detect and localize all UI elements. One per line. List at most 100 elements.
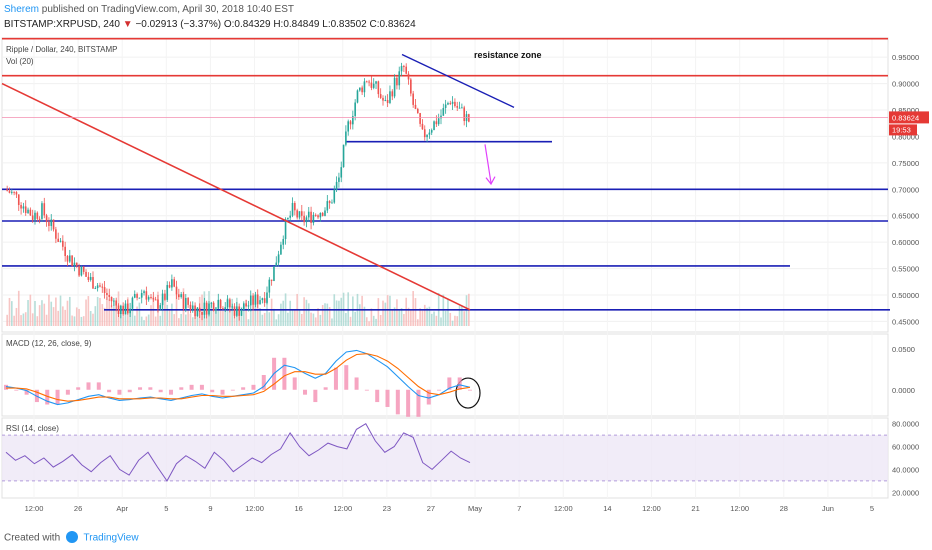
volume-bar xyxy=(171,303,173,326)
volume-bar xyxy=(108,299,111,326)
volume-bar xyxy=(10,301,13,326)
volume-bar xyxy=(465,295,468,326)
candle-body xyxy=(421,123,424,130)
rsi-band xyxy=(2,435,888,481)
signal-line xyxy=(6,353,471,402)
candle-body xyxy=(247,305,250,307)
candle-body xyxy=(358,87,361,91)
time-tick-label: 14 xyxy=(603,504,611,513)
time-tick-label: 21 xyxy=(691,504,699,513)
candle-body xyxy=(430,130,433,133)
last-price-text: 0.83624 xyxy=(892,113,919,122)
volume-bar xyxy=(64,309,66,326)
candle-body xyxy=(254,294,257,305)
candle-body xyxy=(78,266,80,276)
volume-bar xyxy=(256,301,259,326)
chart-header: Sherem published on TradingView.com, Apr… xyxy=(0,0,932,36)
price-tick-label: 0.65000 xyxy=(892,212,919,221)
candle-body xyxy=(50,219,53,226)
price-tick-label: 0.55000 xyxy=(892,265,919,274)
candle-body xyxy=(226,299,229,308)
volume-bar xyxy=(393,307,396,326)
macd-histogram-bar xyxy=(251,384,256,390)
volume-bar xyxy=(191,317,194,326)
candle-body xyxy=(145,291,148,300)
candle-body xyxy=(463,107,466,122)
created-with: Created with TradingView xyxy=(4,531,139,544)
macd-label: MACD (12, 26, close, 9) xyxy=(6,339,92,348)
candle-body xyxy=(89,277,92,280)
macd-histogram-bar xyxy=(323,387,328,390)
volume-bar xyxy=(150,305,152,326)
candle-body xyxy=(423,129,426,138)
volume-bar xyxy=(277,314,280,326)
volume-bar xyxy=(310,312,312,326)
candle-body xyxy=(377,81,380,95)
candle-body xyxy=(57,238,60,242)
candle-body xyxy=(45,215,48,223)
tradingview-brand[interactable]: TradingView xyxy=(83,532,139,544)
volume-bar xyxy=(370,308,373,326)
candle-body xyxy=(454,101,456,107)
volume-bar xyxy=(275,319,278,326)
candle-body xyxy=(198,307,201,312)
candle-body xyxy=(419,113,421,124)
candle-body xyxy=(131,297,134,309)
volume-bar xyxy=(82,316,85,326)
candle-body xyxy=(203,302,206,315)
candle-body xyxy=(414,104,417,109)
main-chart-title: Ripple / Dollar, 240, BITSTAMP xyxy=(6,45,117,54)
macd-tick-label: 0.0000 xyxy=(892,386,915,395)
macd-histogram-bar xyxy=(241,387,246,390)
volume-bar xyxy=(430,313,433,326)
candle-body xyxy=(150,297,152,299)
footer: Created with TradingView xyxy=(0,526,932,550)
candle-body xyxy=(15,192,18,195)
candle-body xyxy=(17,194,20,205)
volume-bar xyxy=(222,310,224,326)
volume-bar xyxy=(85,299,87,326)
candle-body xyxy=(110,296,113,302)
volume-bar xyxy=(263,312,266,326)
macd-histogram-bar xyxy=(406,389,411,417)
volume-bar xyxy=(287,312,289,326)
candle-body xyxy=(48,222,50,226)
symbol-label: BITSTAMP:XRPUSD, 240 xyxy=(4,19,120,30)
volume-bar xyxy=(212,309,215,326)
volume-bar xyxy=(242,305,245,326)
chart-canvas[interactable]: 0.95000 0.90000 0.85000 0.80000 0.75000 0.700… xyxy=(0,36,932,526)
candle-body xyxy=(161,293,164,306)
candle-body xyxy=(352,116,354,125)
candle-body xyxy=(245,303,247,307)
candle-body xyxy=(64,246,66,257)
candle-body xyxy=(451,101,454,104)
volume-bar xyxy=(384,302,387,326)
volume-bar xyxy=(349,316,352,326)
volume-bar xyxy=(375,318,377,326)
candle-body xyxy=(291,203,294,216)
candle-body xyxy=(205,302,208,315)
volume-bar xyxy=(75,307,78,326)
candle-body xyxy=(222,308,224,310)
volume-bar xyxy=(20,315,22,326)
candle-body xyxy=(379,94,382,98)
volume-bar xyxy=(6,314,8,326)
candle-body xyxy=(196,307,199,317)
candle-body xyxy=(342,144,345,168)
volume-bar xyxy=(194,315,196,326)
candle-body xyxy=(259,300,261,305)
candle-body xyxy=(187,297,189,305)
volume-bar xyxy=(389,295,391,326)
candle-body xyxy=(120,305,122,315)
candle-body xyxy=(298,211,301,218)
volume-bar xyxy=(187,310,189,326)
volume-bar xyxy=(41,300,43,326)
macd-histogram-bar xyxy=(457,377,462,390)
volume-bar xyxy=(335,300,338,326)
author-link[interactable]: Sherem xyxy=(4,4,40,15)
candle-body xyxy=(194,305,196,317)
volume-bar xyxy=(407,307,410,326)
candle-body xyxy=(191,305,194,310)
macd-histogram-bar xyxy=(364,389,369,391)
candle-body xyxy=(94,288,97,290)
